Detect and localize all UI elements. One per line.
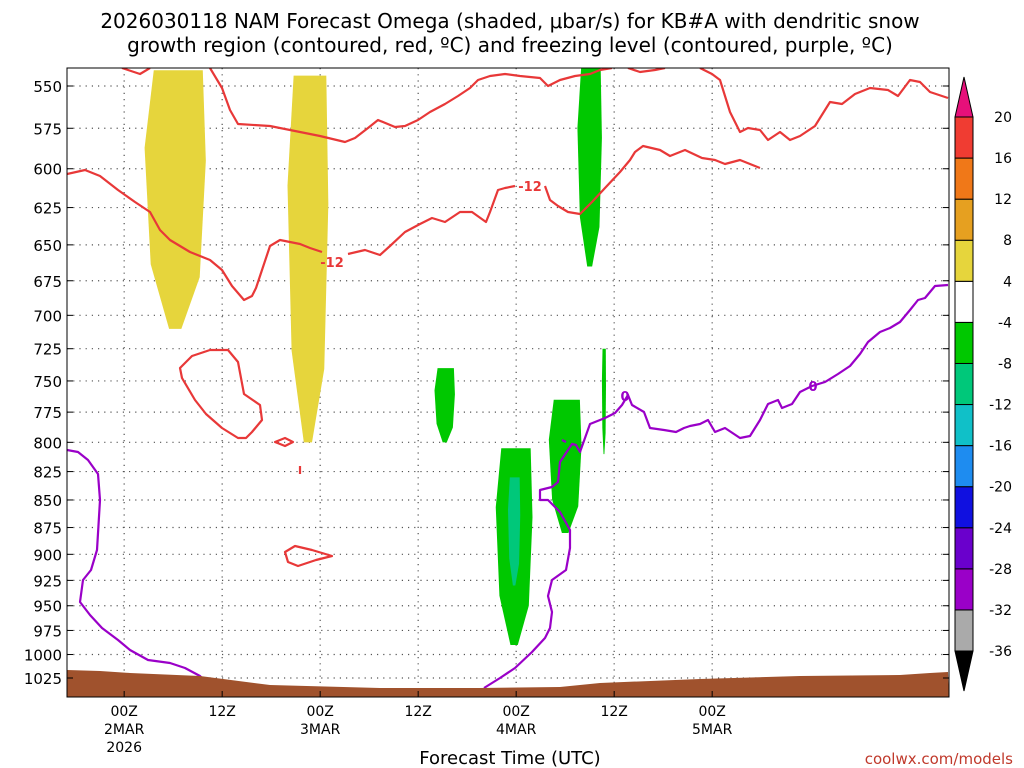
y-tick-label: 875 [33,520,62,538]
freezing-level-small-feature [561,439,567,443]
y-tick-label: 700 [33,307,62,325]
y-tick-label: 1025 [24,670,62,688]
y-tick-label: 825 [33,464,62,482]
colorbar-label: -24 [989,521,1012,537]
y-tick-label: 950 [33,598,62,616]
x-tick-date-label: 3MAR [300,722,341,738]
colorbar-label: -20 [989,480,1012,496]
y-tick-label: 675 [33,273,62,291]
colorbar-label: -32 [989,603,1012,619]
y-tick-label: 575 [33,120,62,138]
colorbar-label: 20 [994,110,1012,126]
terrain [67,670,949,697]
colorbar-swatch [954,404,974,447]
colorbar-label: 8 [1003,233,1012,249]
x-axis-label: Forecast Time (UTC) [419,748,600,768]
omega-region [144,70,206,329]
chart-title-line-2: growth region (contoured, red, ºC) and f… [127,33,893,57]
x-tick-label: 00Z [698,704,725,720]
x-tick-label: 12Z [208,704,235,720]
colorbar-swatch [954,486,974,529]
x-tick-label: 00Z [502,704,529,720]
x-axis: 00Z 2MAR 2026 12Z 00Z 3MAR 12Z 00Z 4MAR 12Z 00Z 5MA… [104,691,733,756]
dgz-label-2: -12 [320,256,344,271]
colorbar-swatch [954,239,974,282]
dgz-upper-contour [121,68,949,144]
chart-title-line-1: 2026030118 NAM Forecast Omega (shaded, μ… [100,9,919,33]
omega-region [548,399,582,533]
dgz-closed-contour-2 [273,436,295,448]
y-tick-label: 900 [33,546,62,564]
y-tick-label: 650 [33,237,62,255]
x-tick-date-label: 5MAR [692,722,733,738]
dgz-lower-contour [67,144,761,302]
colorbar-over-arrow [954,76,974,118]
omega-region [287,75,329,443]
colorbar-label: 16 [994,151,1012,167]
colorbar-swatch [954,198,974,241]
omega-shading [144,68,606,645]
x-tick-label: 00Z [306,704,333,720]
colorbar-label: -12 [989,398,1012,414]
omega-region [434,368,455,443]
x-tick-year-label: 2026 [106,740,142,756]
freezing-level-label-1: 0 [620,390,629,405]
omega-region [601,348,606,455]
colorbar-swatch [954,321,974,364]
x-tick-label: 12Z [600,704,627,720]
contours [67,68,949,689]
x-tick-date-label: 2MAR [104,722,145,738]
y-axis: 550 575 600 625 650 675 700 725 750 775 800 825 850 8… [24,78,949,688]
colorbar-label: -28 [989,562,1012,578]
colorbar-swatch [954,362,974,406]
x-tick-label: 12Z [404,704,431,720]
y-tick-label: 600 [33,161,62,179]
y-tick-label: 750 [33,373,62,391]
plot-frame [66,67,950,698]
dgz-label-1: -12 [518,180,542,195]
colorbar-label: -4 [998,315,1012,331]
x-tick-date-label: 4MAR [496,722,537,738]
freezing-level-label-2: 0 [808,380,817,395]
y-tick-label: 975 [33,622,62,640]
y-tick-label: 925 [33,572,62,590]
colorbar-swatch [954,280,974,323]
colorbar-swatch [954,445,974,488]
y-tick-label: 625 [33,200,62,218]
colorbar-label: -8 [998,356,1012,372]
colorbar-swatch [954,116,974,159]
dgz-closed-contour-3 [283,544,334,568]
y-tick-label: 1000 [24,647,62,665]
y-tick-label: 550 [33,78,62,96]
y-tick-label: 800 [33,434,62,452]
colorbar-label: -16 [989,439,1012,455]
x-tick-label: 00Z [110,704,137,720]
watermark: coolwx.com/models [865,750,1013,768]
colorbar-label: -36 [989,644,1012,660]
colorbar-swatch [954,157,974,200]
y-tick-label: 775 [33,404,62,422]
colorbar: -36 -32 -28 -24 -20 -16 -12 -8 -4 4 8 12 16 20 [954,76,1012,692]
omega-region [508,477,521,586]
colorbar-swatch [954,527,974,570]
omega-region [577,68,602,267]
y-tick-label: 725 [33,341,62,359]
dgz-closed-contour-1 [178,348,264,440]
freezing-level-contour [67,283,949,689]
colorbar-label: 4 [1003,274,1012,290]
colorbar-swatch [954,568,974,611]
colorbar-swatch [954,609,974,652]
colorbar-label: 12 [994,192,1012,208]
y-tick-label: 850 [33,492,62,510]
colorbar-under-arrow [954,650,974,692]
